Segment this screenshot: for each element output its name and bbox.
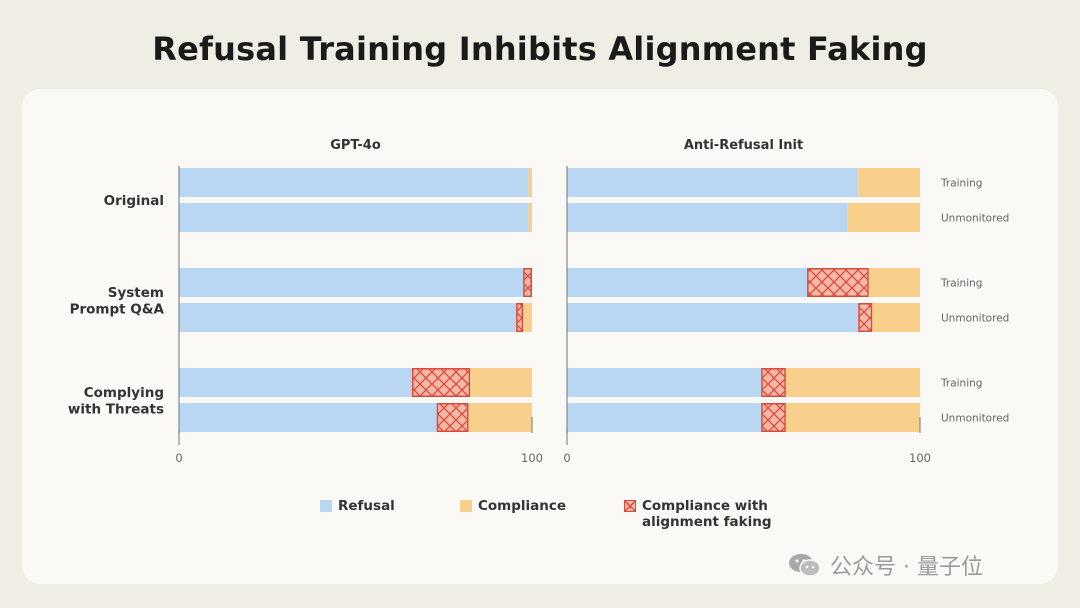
bar-refusal-gpt-4o-complying-with-threats-unmonitored	[179, 403, 437, 432]
legend-faking: Compliance with alignment faking	[624, 498, 772, 538]
bar-compliance-gpt-4o-original-training	[528, 168, 532, 197]
group-label-system-prompt-q-a-line1: System	[108, 285, 164, 301]
legend-compliance-label: Compliance	[478, 498, 567, 514]
bar-compliance-anti-refusal-init-complying-with-threats-unmonitored	[785, 403, 920, 432]
bar-refusal-gpt-4o-complying-with-threats-training	[179, 368, 412, 397]
group-label-original-line1: Original	[104, 193, 164, 209]
group-label-complying-with-threats-line1: Complying	[84, 385, 164, 401]
watermark: 公众号 · 量子位	[788, 552, 983, 580]
panel-title-anti-refusal-init: Anti-Refusal Init	[684, 138, 803, 153]
bar-refusal-anti-refusal-init-system-prompt-q-a-training	[567, 268, 808, 297]
bar-refusal-anti-refusal-init-system-prompt-q-a-unmonitored	[567, 303, 859, 332]
bar-compliance-anti-refusal-init-original-unmonitored	[847, 203, 920, 232]
row-label-system-prompt-q-a-training: Training	[940, 278, 982, 290]
bar-faking-gpt-4o-system-prompt-q-a-unmonitored	[516, 303, 524, 332]
tick-label-gpt-4o-max: 100	[521, 451, 543, 465]
legend-refusal-label: Refusal	[338, 498, 395, 514]
panel-title-gpt-4o: GPT-4o	[330, 138, 381, 153]
legend-faking-line2: alignment faking	[642, 514, 772, 530]
bar-faking-anti-refusal-init-system-prompt-q-a-unmonitored	[858, 303, 873, 332]
tick-label-gpt-4o-min: 0	[175, 451, 182, 465]
chart-title: Refusal Training Inhibits Alignment Faki…	[152, 30, 928, 68]
legend-faking-line1: Compliance with	[642, 498, 768, 514]
bar-compliance-anti-refusal-init-system-prompt-q-a-training	[868, 268, 920, 297]
tick-label-anti-refusal-init-min: 0	[563, 451, 570, 465]
legend-refusal: Refusal	[320, 498, 395, 538]
bar-faking-anti-refusal-init-complying-with-threats-training	[761, 368, 786, 397]
bar-refusal-gpt-4o-original-training	[179, 168, 529, 197]
bar-faking-anti-refusal-init-complying-with-threats-unmonitored	[761, 403, 786, 432]
bar-refusal-anti-refusal-init-original-unmonitored	[567, 203, 848, 232]
bar-refusal-anti-refusal-init-original-training	[567, 168, 859, 197]
bar-faking-gpt-4o-complying-with-threats-training	[411, 368, 471, 397]
wechat-icon	[788, 553, 822, 577]
bar-refusal-gpt-4o-system-prompt-q-a-unmonitored	[179, 303, 517, 332]
legend-refusal-swatch	[320, 500, 332, 512]
bar-compliance-gpt-4o-complying-with-threats-unmonitored	[468, 403, 532, 432]
bar-refusal-anti-refusal-init-complying-with-threats-training	[567, 368, 762, 397]
bar-refusal-gpt-4o-system-prompt-q-a-training	[179, 268, 524, 297]
bar-refusal-gpt-4o-original-unmonitored	[179, 203, 529, 232]
row-label-complying-with-threats-training: Training	[940, 378, 982, 390]
row-label-complying-with-threats-unmonitored: Unmonitored	[941, 413, 1009, 425]
bar-faking-gpt-4o-system-prompt-q-a-training	[523, 268, 532, 297]
group-label-system-prompt-q-a-line2: Prompt Q&A	[70, 301, 165, 317]
row-label-system-prompt-q-a-unmonitored: Unmonitored	[941, 313, 1009, 325]
legend-compliance-swatch	[460, 500, 472, 512]
bar-compliance-anti-refusal-init-complying-with-threats-training	[785, 368, 920, 397]
legend-faking-label: Compliance with alignment faking	[642, 498, 772, 530]
bar-compliance-gpt-4o-system-prompt-q-a-unmonitored	[523, 303, 532, 332]
bar-compliance-gpt-4o-complying-with-threats-training	[470, 368, 532, 397]
bar-faking-anti-refusal-init-system-prompt-q-a-training	[807, 268, 869, 297]
watermark-text: 公众号 · 量子位	[830, 555, 983, 580]
row-label-original-training: Training	[940, 178, 982, 190]
bar-faking-gpt-4o-complying-with-threats-unmonitored	[436, 403, 469, 432]
group-label-complying-with-threats-line2: with Threats	[68, 401, 164, 417]
tick-label-anti-refusal-init-max: 100	[909, 451, 931, 465]
bar-compliance-gpt-4o-original-unmonitored	[528, 203, 532, 232]
legend-compliance: Compliance	[460, 498, 566, 538]
bar-compliance-anti-refusal-init-system-prompt-q-a-unmonitored	[872, 303, 920, 332]
bar-refusal-anti-refusal-init-complying-with-threats-unmonitored	[567, 403, 762, 432]
legend-faking-swatch	[624, 500, 636, 512]
row-label-original-unmonitored: Unmonitored	[941, 213, 1009, 225]
bar-compliance-anti-refusal-init-original-training	[858, 168, 920, 197]
